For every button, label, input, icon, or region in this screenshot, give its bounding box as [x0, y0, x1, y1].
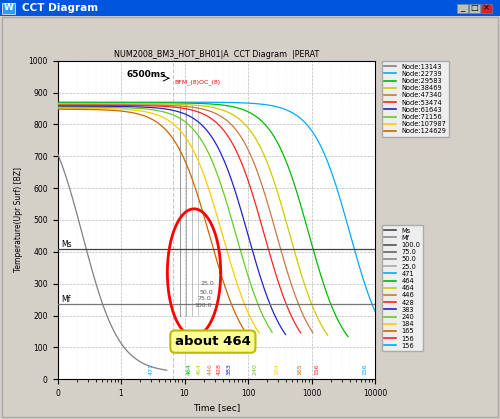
- Text: 75.0: 75.0: [198, 296, 211, 301]
- Text: 25.0: 25.0: [200, 281, 214, 286]
- Text: Mf: Mf: [62, 295, 70, 305]
- Text: 156: 156: [362, 364, 368, 375]
- Text: 428: 428: [216, 364, 222, 375]
- Text: about 464: about 464: [175, 335, 251, 348]
- Text: _: _: [460, 3, 464, 13]
- Text: 100.0: 100.0: [194, 303, 212, 308]
- FancyBboxPatch shape: [457, 4, 468, 13]
- Text: 165: 165: [297, 364, 302, 375]
- Text: 184: 184: [274, 364, 279, 375]
- Title: NUM2008_BM3_HOT_BH01|A  CCT Diagram  |PERAT: NUM2008_BM3_HOT_BH01|A CCT Diagram |PERA…: [114, 49, 319, 59]
- Text: 464: 464: [196, 364, 202, 375]
- Y-axis label: Temperature(Upr Surf) [BZ]: Temperature(Upr Surf) [BZ]: [14, 168, 23, 272]
- Text: 446: 446: [208, 364, 212, 375]
- Text: 471: 471: [149, 364, 154, 375]
- FancyBboxPatch shape: [0, 0, 500, 16]
- FancyBboxPatch shape: [469, 4, 480, 13]
- Text: 50.0: 50.0: [199, 290, 213, 295]
- Text: CCT Diagram: CCT Diagram: [22, 3, 98, 13]
- FancyBboxPatch shape: [2, 3, 15, 14]
- Text: 383: 383: [226, 364, 232, 375]
- Text: W: W: [4, 3, 14, 13]
- Text: 464: 464: [187, 364, 192, 375]
- Legend: Ms, Mf, 100.0, 75.0, 50.0, 25.0, 471, 464, 464, 446, 428, 383, 240, 184, 165, 15: Ms, Mf, 100.0, 75.0, 50.0, 25.0, 471, 46…: [382, 225, 423, 352]
- Text: □: □: [470, 3, 478, 13]
- FancyBboxPatch shape: [481, 4, 492, 13]
- Text: 240: 240: [252, 364, 258, 375]
- Text: 6500ms: 6500ms: [126, 70, 166, 79]
- Text: BFM_(8)OC_(8): BFM_(8)OC_(8): [174, 79, 221, 85]
- Text: ×: ×: [483, 3, 490, 13]
- Text: 156: 156: [314, 364, 319, 375]
- X-axis label: Time [sec]: Time [sec]: [192, 403, 240, 412]
- Text: Ms: Ms: [62, 240, 72, 249]
